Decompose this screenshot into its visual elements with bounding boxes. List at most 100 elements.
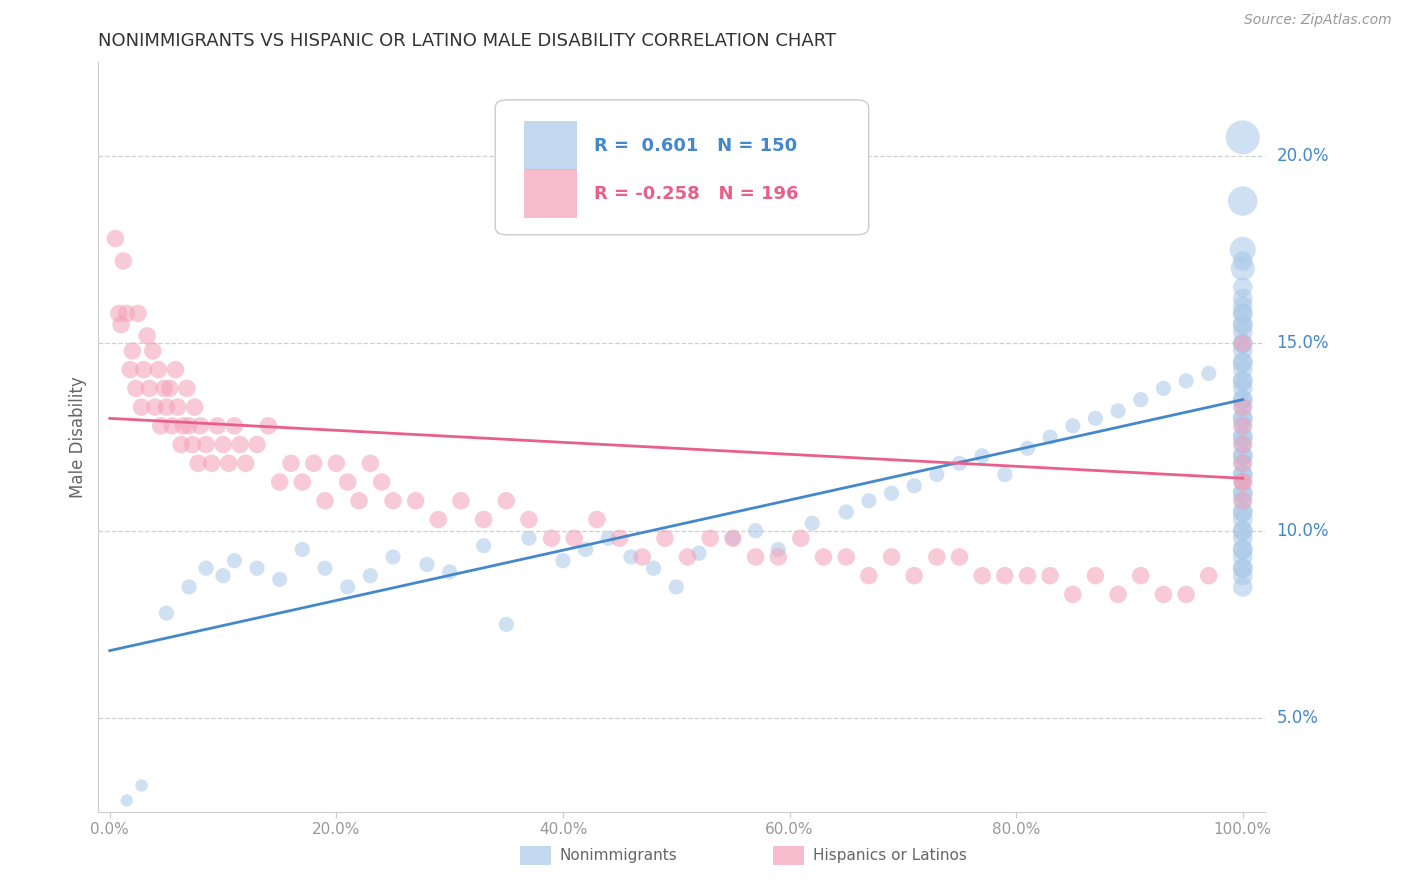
Point xyxy=(1232,130,1254,145)
Point xyxy=(115,793,138,807)
Point xyxy=(1152,381,1174,395)
Point xyxy=(1129,568,1152,582)
Point xyxy=(948,456,970,470)
Point xyxy=(1232,336,1254,351)
Point xyxy=(1232,400,1254,414)
Point xyxy=(495,617,517,632)
Point xyxy=(1232,261,1254,276)
Point xyxy=(880,486,903,500)
Point xyxy=(517,531,540,545)
Point xyxy=(631,549,654,564)
Point xyxy=(654,531,676,545)
Point xyxy=(790,531,813,545)
Point xyxy=(1232,318,1254,332)
Point xyxy=(1232,336,1254,351)
Point xyxy=(405,493,427,508)
Point xyxy=(1232,392,1254,407)
Point xyxy=(1232,486,1254,500)
Point xyxy=(721,531,744,545)
Point xyxy=(148,362,170,376)
Point xyxy=(269,573,291,587)
Point xyxy=(257,418,280,433)
Point xyxy=(1232,430,1254,444)
Point xyxy=(835,505,858,519)
Point xyxy=(1232,524,1254,538)
Point xyxy=(598,531,620,545)
Point xyxy=(246,437,269,451)
Point xyxy=(1232,475,1254,489)
Point xyxy=(166,400,188,414)
Point xyxy=(1232,580,1254,594)
Point xyxy=(676,549,699,564)
Point xyxy=(181,437,204,451)
Point xyxy=(1232,561,1254,575)
Point xyxy=(1232,505,1254,519)
Point xyxy=(336,580,359,594)
Point xyxy=(813,549,835,564)
Point xyxy=(439,565,461,579)
Point xyxy=(1232,449,1254,463)
Point xyxy=(1107,587,1129,601)
Point xyxy=(1232,306,1254,320)
Point xyxy=(314,493,336,508)
Point xyxy=(246,561,269,575)
Point xyxy=(1232,456,1254,470)
Point xyxy=(1232,418,1254,433)
Point xyxy=(280,456,302,470)
Point xyxy=(218,456,240,470)
Point xyxy=(112,254,135,268)
Point xyxy=(1232,254,1254,268)
Point xyxy=(1232,493,1254,508)
Point xyxy=(994,568,1017,582)
Point xyxy=(212,568,235,582)
Point xyxy=(1232,194,1254,208)
Point xyxy=(1232,325,1254,339)
Point xyxy=(586,512,609,526)
Point xyxy=(108,306,131,320)
Point xyxy=(1232,505,1254,519)
Text: NONIMMIGRANTS VS HISPANIC OR LATINO MALE DISABILITY CORRELATION CHART: NONIMMIGRANTS VS HISPANIC OR LATINO MALE… xyxy=(98,32,837,50)
Point xyxy=(540,531,562,545)
Point xyxy=(302,456,325,470)
Point xyxy=(132,362,155,376)
Point xyxy=(1232,486,1254,500)
Point xyxy=(359,568,381,582)
Point xyxy=(131,779,153,793)
Point xyxy=(620,549,643,564)
Point xyxy=(104,231,127,245)
Point xyxy=(1232,456,1254,470)
Point xyxy=(1232,430,1254,444)
Point xyxy=(201,456,224,470)
Point xyxy=(229,437,252,451)
Point xyxy=(1232,542,1254,557)
Point xyxy=(880,549,903,564)
Point xyxy=(1232,292,1254,306)
Point xyxy=(1175,587,1198,601)
Point xyxy=(121,343,143,358)
Point xyxy=(125,381,148,395)
Point xyxy=(1232,475,1254,489)
Point xyxy=(1232,568,1254,582)
Point xyxy=(1017,568,1039,582)
Point xyxy=(903,479,925,493)
Point xyxy=(1062,587,1084,601)
Point xyxy=(120,362,142,376)
Point xyxy=(165,362,187,376)
Text: 15.0%: 15.0% xyxy=(1277,334,1329,352)
Point xyxy=(1232,411,1254,425)
Point xyxy=(858,493,880,508)
Point xyxy=(1232,381,1254,395)
Point xyxy=(495,493,517,508)
Point xyxy=(143,400,166,414)
Point xyxy=(1232,437,1254,451)
Text: 10.0%: 10.0% xyxy=(1277,522,1329,540)
Point xyxy=(1232,542,1254,557)
Point xyxy=(1232,524,1254,538)
Point xyxy=(138,381,160,395)
Point xyxy=(903,568,925,582)
Point xyxy=(1232,306,1254,320)
Point xyxy=(721,531,744,545)
Point xyxy=(1152,587,1174,601)
Y-axis label: Male Disability: Male Disability xyxy=(69,376,87,498)
Point xyxy=(291,542,314,557)
